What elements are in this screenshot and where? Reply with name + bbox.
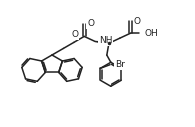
Text: NH: NH — [99, 36, 113, 45]
Text: Br: Br — [115, 60, 125, 69]
Text: OH: OH — [144, 29, 158, 38]
Polygon shape — [95, 42, 109, 44]
Text: O: O — [71, 30, 78, 39]
Text: O: O — [87, 19, 94, 28]
Text: O: O — [134, 17, 141, 26]
